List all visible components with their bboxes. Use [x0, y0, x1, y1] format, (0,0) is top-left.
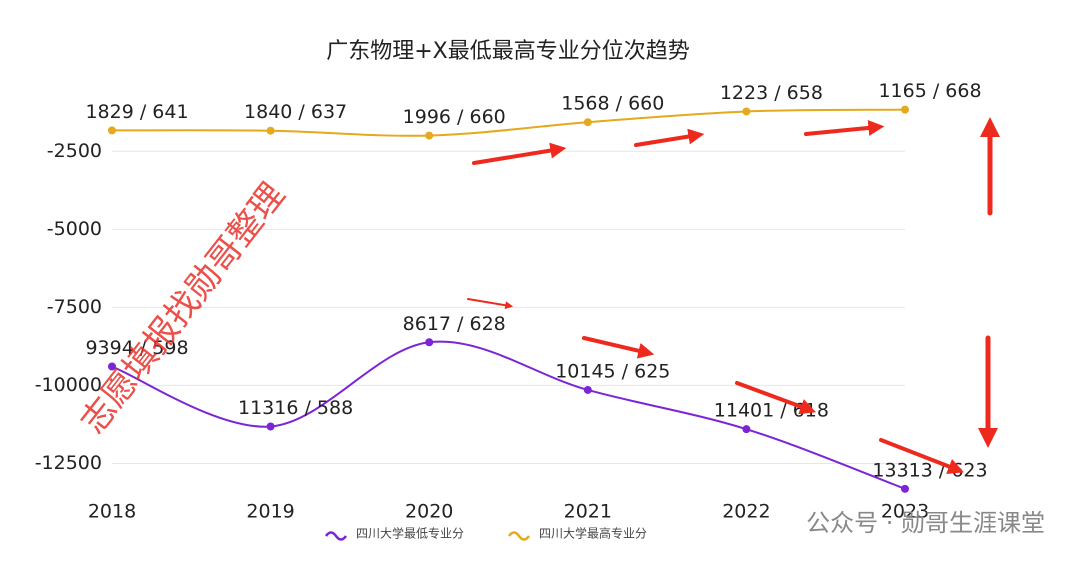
series-line: [111, 108, 906, 137]
data-label: 8617 / 628: [403, 313, 506, 335]
data-label: 1223 / 658: [720, 82, 823, 104]
data-label: 1840 / 637: [244, 101, 347, 123]
data-point: [266, 422, 275, 431]
legend-label: 四川大学最高专业分: [539, 526, 647, 541]
x-tick-label: 2019: [246, 501, 294, 523]
data-point: [108, 362, 116, 371]
data-label: 13313 / 623: [872, 459, 987, 481]
data-point: [425, 338, 434, 347]
chart-title: 广东物理+X最低最高专业分位次趋势: [326, 39, 690, 64]
decoration-arrows: [467, 117, 1000, 474]
y-tick-label: -5000: [47, 218, 102, 240]
legend-swatch: [324, 531, 348, 541]
watermark-account: 公众号 · 勋哥生涯课堂: [806, 509, 1045, 537]
x-tick-label: 2021: [564, 501, 612, 523]
x-tick-label: 2018: [88, 501, 136, 523]
data-point: [901, 105, 909, 114]
legend-label: 四川大学最低专业分: [356, 526, 464, 541]
data-point: [108, 126, 116, 135]
x-tick-label: 2023: [881, 501, 929, 523]
x-tick-label: 2022: [722, 501, 770, 523]
data-point: [742, 425, 751, 434]
data-label: 1996 / 660: [403, 106, 506, 128]
y-tick-label: -12500: [35, 452, 102, 474]
x-tick-label: 2020: [405, 501, 453, 523]
legend-swatch: [507, 531, 531, 541]
data-label: 1568 / 660: [561, 93, 664, 115]
data-point: [266, 126, 275, 135]
y-tick-label: -10000: [35, 374, 102, 396]
data-label: 1165 / 668: [878, 80, 981, 102]
series-line: [111, 340, 906, 490]
data-label: 11316 / 588: [238, 397, 353, 419]
y-tick-label: -7500: [47, 296, 102, 318]
data-point: [583, 118, 592, 127]
data-label: 9394 / 598: [85, 337, 188, 359]
data-point: [901, 484, 909, 493]
data-point: [583, 385, 592, 394]
plot: -2500 -5000 -7500 -10000 -12500 2018 2019 2020 2…: [35, 80, 988, 522]
data-label: 1829 / 641: [85, 101, 188, 123]
data-point: [742, 107, 751, 116]
y-tick-label: -2500: [47, 140, 102, 162]
data-point: [425, 131, 434, 140]
data-label: 10145 / 625: [555, 360, 670, 382]
